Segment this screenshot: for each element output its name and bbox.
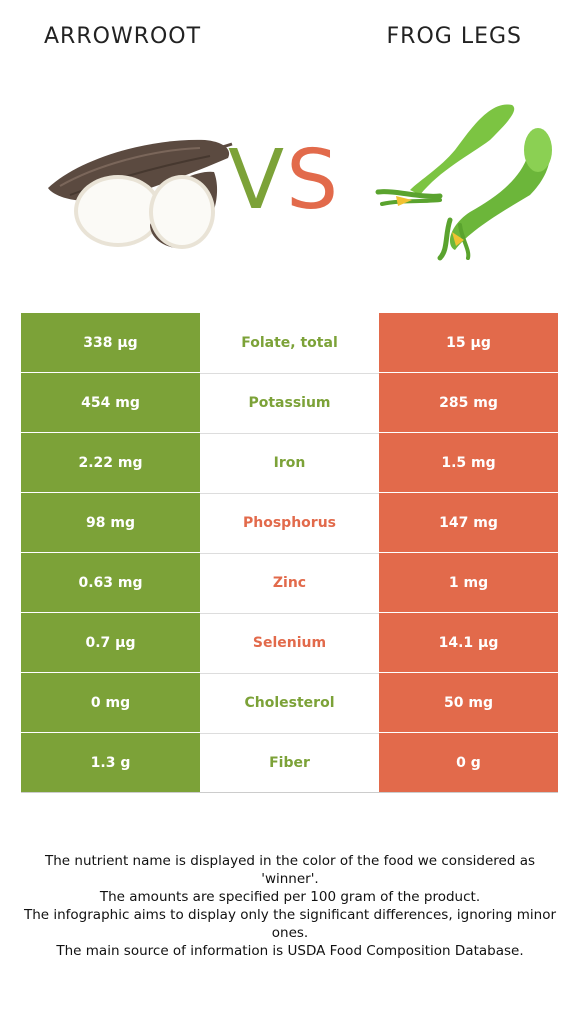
left-value: 0.63 mg <box>21 553 200 612</box>
nutrient-name: Fiber <box>200 733 379 792</box>
table-row: 0.7 µg Selenium 14.1 µg <box>21 612 558 672</box>
left-value: 0 mg <box>21 673 200 732</box>
footnote: The amounts are specified per 100 gram o… <box>99 889 481 905</box>
left-value: 454 mg <box>21 373 200 432</box>
left-value: 338 µg <box>21 313 200 372</box>
right-value: 50 mg <box>379 673 558 732</box>
vs-v-letter: V <box>228 133 287 228</box>
right-food-title: FROG LEGS <box>386 24 522 49</box>
vs-label: VS <box>228 140 340 222</box>
table-row: 0 mg Cholesterol 50 mg <box>21 672 558 732</box>
footnote: The nutrient name is displayed in the co… <box>44 853 536 887</box>
nutrient-name: Cholesterol <box>200 673 379 732</box>
left-value: 98 mg <box>21 493 200 552</box>
arrowroot-illustration <box>48 139 233 249</box>
right-value: 15 µg <box>379 313 558 372</box>
right-value: 14.1 µg <box>379 613 558 672</box>
table-row: 454 mg Potassium 285 mg <box>21 372 558 432</box>
nutrient-name: Selenium <box>200 613 379 672</box>
left-value: 1.3 g <box>21 733 200 792</box>
footnote: The main source of information is USDA F… <box>56 943 524 959</box>
nutrient-name: Potassium <box>200 373 379 432</box>
frog-legs-illustration <box>375 104 552 261</box>
right-value: 1 mg <box>379 553 558 612</box>
comparison-hero <box>48 104 552 261</box>
left-food-title: ARROWROOT <box>44 24 202 49</box>
table-row: 1.3 g Fiber 0 g <box>21 732 558 792</box>
right-value: 285 mg <box>379 373 558 432</box>
right-value: 0 g <box>379 733 558 792</box>
left-value: 2.22 mg <box>21 433 200 492</box>
right-value: 1.5 mg <box>379 433 558 492</box>
table-row: 2.22 mg Iron 1.5 mg <box>21 432 558 492</box>
table-row: 98 mg Phosphorus 147 mg <box>21 492 558 552</box>
nutrient-name: Folate, total <box>200 313 379 372</box>
table-row: 338 µg Folate, total 15 µg <box>21 313 558 372</box>
left-value: 0.7 µg <box>21 613 200 672</box>
nutrient-name: Iron <box>200 433 379 492</box>
right-value: 147 mg <box>379 493 558 552</box>
nutrient-name: Zinc <box>200 553 379 612</box>
footnote: The infographic aims to display only the… <box>23 907 557 941</box>
footnotes: The nutrient name is displayed in the co… <box>20 852 560 960</box>
vs-s-letter: S <box>286 133 341 228</box>
nutrient-comparison-table: 338 µg Folate, total 15 µg 454 mg Potassium 2… <box>21 313 558 793</box>
table-row: 0.63 mg Zinc 1 mg <box>21 552 558 612</box>
nutrient-name: Phosphorus <box>200 493 379 552</box>
